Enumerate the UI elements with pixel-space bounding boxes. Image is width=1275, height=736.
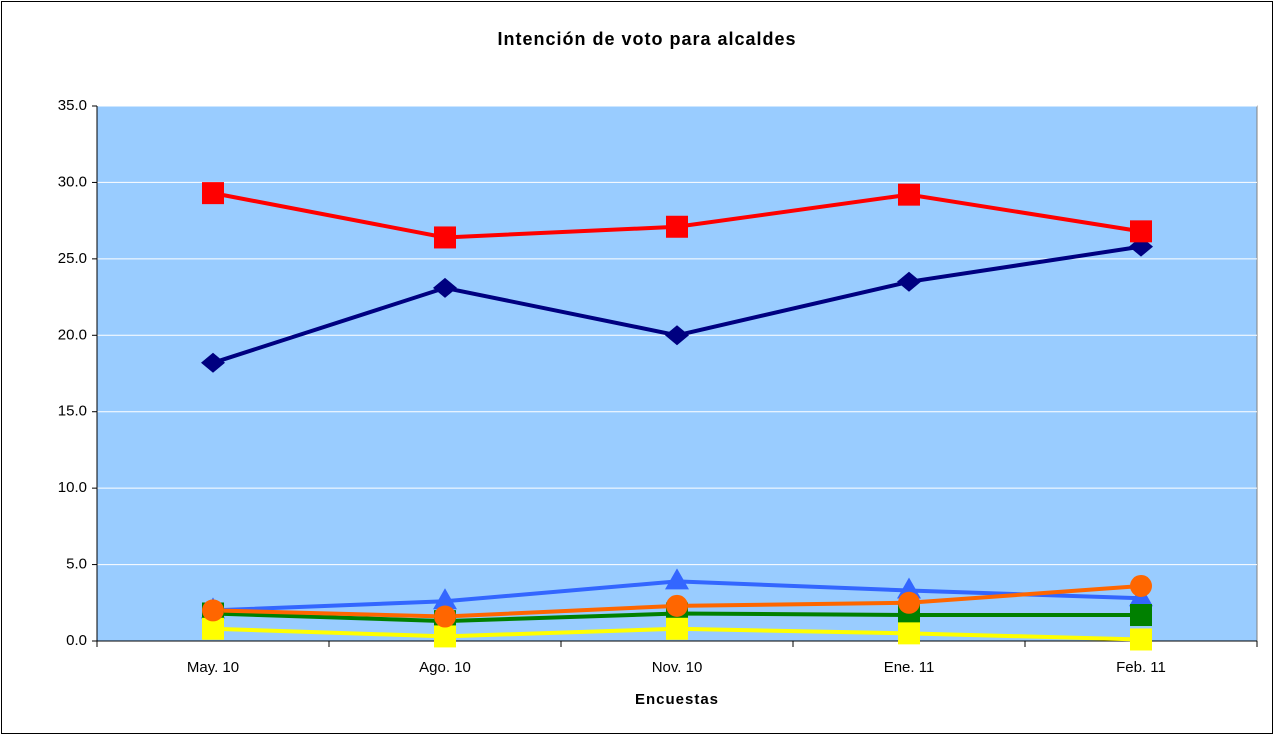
data-point [434,226,456,249]
data-point [202,617,224,640]
data-point [897,271,921,292]
data-point [433,277,457,298]
x-tick-label: May. 10 [187,659,239,676]
data-point [666,617,688,640]
y-tick-label: 20.0 [58,326,87,343]
x-tick-label: Feb. 11 [1116,659,1166,676]
x-axis-title: Encuestas [635,691,719,708]
data-point [201,352,225,373]
data-point [434,625,456,648]
data-point [202,182,224,205]
y-tick-label: 10.0 [58,479,87,496]
x-tick-label: Ene. 11 [884,659,935,676]
plot-area [96,105,1258,642]
data-point [433,588,457,610]
data-point [898,183,920,206]
y-tick-label: 30.0 [58,173,87,190]
x-tick-label: Ago. 10 [419,659,471,676]
data-point [898,591,920,614]
data-point [1130,604,1152,627]
data-point [665,568,689,590]
y-tick-label: 15.0 [58,403,87,420]
data-point [1130,574,1152,597]
data-point [202,599,224,622]
data-point [434,605,456,628]
data-point [1130,220,1152,243]
data-point [666,215,688,238]
data-point [898,622,920,645]
data-point [666,594,688,617]
data-point [897,577,921,599]
chart-title: Intención de voto para alcaldes [497,29,796,49]
y-tick-label: 25.0 [58,250,87,267]
y-tick-label: 5.0 [66,556,87,573]
data-point [665,325,689,346]
x-tick-label: Nov. 10 [652,659,703,676]
y-tick-label: 35.0 [58,97,87,114]
data-point [1130,628,1152,651]
y-tick-label: 0.0 [66,632,87,649]
